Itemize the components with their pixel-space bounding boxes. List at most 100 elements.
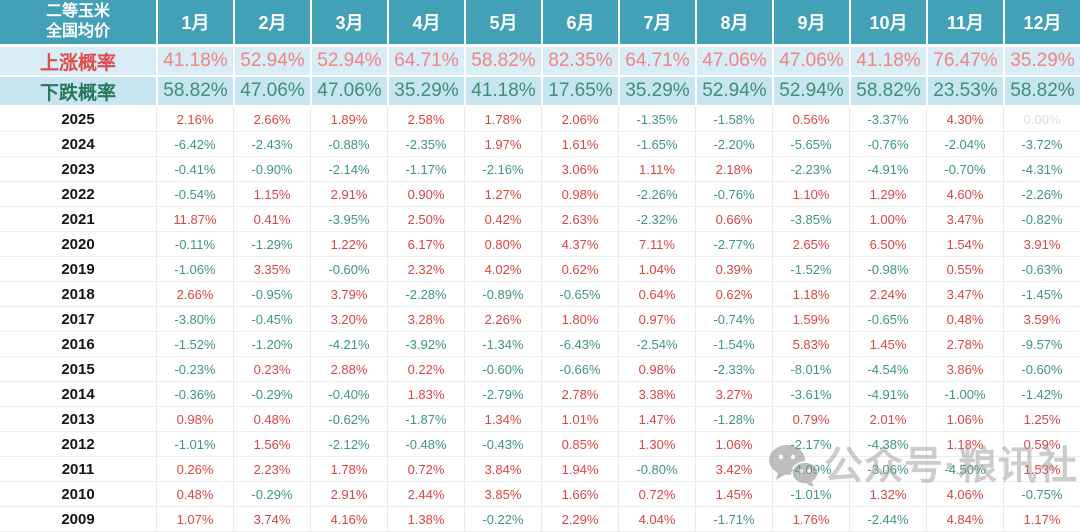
fall-probability-cell: 58.82% <box>156 77 233 105</box>
value-cell: 0.00% <box>1003 107 1080 131</box>
value-cell: -4.91% <box>849 157 926 181</box>
value-cell: 1.94% <box>541 457 618 481</box>
month-header-cell: 6月 <box>541 0 618 44</box>
table-row: 2012 -1.01% 1.56% -2.12% -0.48% -0.43% 0.85% 1.… <box>0 432 1080 457</box>
value-cell: 0.23% <box>233 357 310 381</box>
value-cell: 4.30% <box>926 107 1003 131</box>
table-row: 2010 0.48% -0.29% 2.91% 2.44% 3.85% 1.66% 0.72%… <box>0 482 1080 507</box>
fall-probability-cell: 47.06% <box>310 77 387 105</box>
value-cell: 3.74% <box>233 507 310 531</box>
value-cell: 0.48% <box>233 407 310 431</box>
value-cell: 0.48% <box>926 307 1003 331</box>
value-cell: -0.60% <box>310 257 387 281</box>
value-cell: -0.75% <box>1003 482 1080 506</box>
value-cell: -0.80% <box>618 457 695 481</box>
value-cell: -0.23% <box>156 357 233 381</box>
value-cell: 11.87% <box>156 207 233 231</box>
value-cell: -0.62% <box>310 407 387 431</box>
value-cell: 3.28% <box>387 307 464 331</box>
value-cell: 1.56% <box>233 432 310 456</box>
value-cell: -0.65% <box>541 282 618 306</box>
value-cell: 1.59% <box>772 307 849 331</box>
value-cell: 2.91% <box>310 482 387 506</box>
value-cell: 2.32% <box>387 257 464 281</box>
value-cell: -2.04% <box>926 132 1003 156</box>
table-row: 2018 2.66% -0.95% 3.79% -2.28% -0.89% -0.65% 0.… <box>0 282 1080 307</box>
year-label: 2018 <box>61 285 95 303</box>
value-cell: 1.47% <box>618 407 695 431</box>
value-cell: 1.01% <box>541 407 618 431</box>
value-cell: -2.43% <box>233 132 310 156</box>
table-row: 2009 1.07% 3.74% 4.16% 1.38% -0.22% 2.29% 4.04%… <box>0 507 1080 532</box>
year-label: 2021 <box>61 210 95 228</box>
value-cell: 1.07% <box>156 507 233 531</box>
value-cell: 1.45% <box>695 482 772 506</box>
value-cell: -0.29% <box>233 482 310 506</box>
value-cell: 2.50% <box>387 207 464 231</box>
value-cell: -1.35% <box>618 107 695 131</box>
value-cell: 1.89% <box>310 107 387 131</box>
value-cell: -3.80% <box>156 307 233 331</box>
year-label: 2010 <box>61 485 95 503</box>
table-row: 2021 11.87% 0.41% -3.95% 2.50% 0.42% 2.63% -2.3… <box>0 207 1080 232</box>
value-cell: 1.17% <box>1003 507 1080 531</box>
value-cell: 0.22% <box>387 357 464 381</box>
value-cell: 2.78% <box>926 332 1003 356</box>
value-cell: -3.72% <box>1003 132 1080 156</box>
fall-probability-cell: 35.29% <box>618 77 695 105</box>
value-cell: 1.11% <box>618 157 695 181</box>
month-header-cell: 11月 <box>926 0 1003 44</box>
value-cell: -1.01% <box>156 432 233 456</box>
value-cell: 2.24% <box>849 282 926 306</box>
value-cell: 2.58% <box>387 107 464 131</box>
value-cell: -0.70% <box>926 157 1003 181</box>
value-cell: -0.41% <box>156 157 233 181</box>
value-cell: -1.06% <box>156 257 233 281</box>
value-cell: -0.66% <box>541 357 618 381</box>
value-cell: -0.40% <box>310 382 387 406</box>
rise-probability-cell: 52.94% <box>233 47 310 75</box>
value-cell: 2.44% <box>387 482 464 506</box>
table-row: 2025 2.16% 2.66% 1.89% 2.58% 1.78% 2.06% -1.35%… <box>0 107 1080 132</box>
year-label: 2017 <box>61 310 95 328</box>
value-cell: -2.44% <box>849 507 926 531</box>
year-label: 2025 <box>61 110 95 128</box>
value-cell: -0.95% <box>233 282 310 306</box>
month-header-cell: 10月 <box>849 0 926 44</box>
year-label: 2009 <box>61 510 95 528</box>
value-cell: -0.76% <box>849 132 926 156</box>
table-row: 2011 0.26% 2.23% 1.78% 0.72% 3.84% 1.94% -0.80%… <box>0 457 1080 482</box>
table-title: 二等玉米 全国均价 <box>0 0 156 44</box>
value-cell: -6.43% <box>541 332 618 356</box>
month-header-cell: 5月 <box>464 0 541 44</box>
value-cell: 6.50% <box>849 232 926 256</box>
rise-probability-cell: 58.82% <box>464 47 541 75</box>
year-label: 2012 <box>61 435 95 453</box>
value-cell: 2.29% <box>541 507 618 531</box>
table-row: 2014 -0.36% -0.29% -0.40% 1.83% -2.79% 2.78% 3.… <box>0 382 1080 407</box>
value-cell: 0.66% <box>695 207 772 231</box>
value-cell: -0.36% <box>156 382 233 406</box>
value-cell: -2.26% <box>1003 182 1080 206</box>
value-cell: -4.21% <box>310 332 387 356</box>
value-cell: -1.58% <box>695 107 772 131</box>
value-cell: -0.54% <box>156 182 233 206</box>
value-cell: -0.74% <box>695 307 772 331</box>
value-cell: 2.01% <box>849 407 926 431</box>
value-cell: -1.52% <box>772 257 849 281</box>
value-cell: -1.20% <box>233 332 310 356</box>
value-cell: -0.98% <box>849 257 926 281</box>
value-cell: 2.26% <box>464 307 541 331</box>
value-cell: 0.98% <box>156 407 233 431</box>
value-cell: 0.72% <box>387 457 464 481</box>
rise-probability-cell: 52.94% <box>310 47 387 75</box>
value-cell: 2.66% <box>156 282 233 306</box>
value-cell: -4.91% <box>849 382 926 406</box>
value-cell: -2.79% <box>464 382 541 406</box>
value-cell: 0.62% <box>695 282 772 306</box>
value-cell: 3.47% <box>926 207 1003 231</box>
value-cell: -1.28% <box>695 407 772 431</box>
value-cell: 1.06% <box>695 432 772 456</box>
value-cell: 3.59% <box>1003 307 1080 331</box>
year-label: 2019 <box>61 260 95 278</box>
